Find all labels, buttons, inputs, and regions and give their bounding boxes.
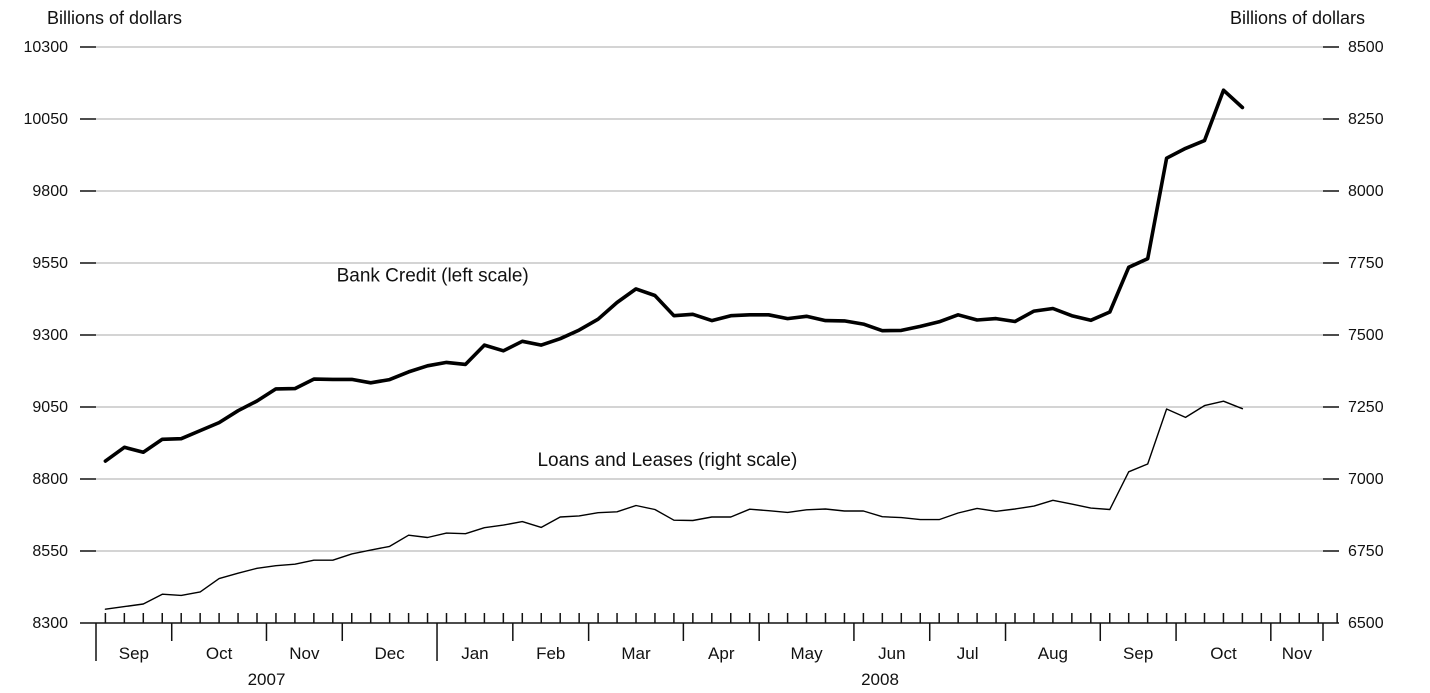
left-tick-label: 10300: [24, 39, 69, 56]
axes: 8300 6500 8550 6750 8800 7000 9050 7250 9300 7500…: [24, 39, 1384, 689]
right-tick-label: 8250: [1348, 111, 1384, 128]
year-label: 2007: [248, 670, 286, 689]
left-tick-label: 8300: [32, 615, 68, 632]
month-tick-label: Nov: [1282, 644, 1313, 663]
gridlines: [96, 46, 1323, 552]
right-axis-label: Billions of dollars: [1230, 8, 1365, 28]
month-tick-label: Jul: [957, 644, 979, 663]
month-tick-label: Jun: [878, 644, 905, 663]
left-tick-label: 9300: [32, 327, 68, 344]
left-tick-label: 9050: [32, 399, 68, 416]
right-tick-label: 8500: [1348, 39, 1384, 56]
bank-credit-line: [103, 88, 1245, 463]
right-tick-label: 6500: [1348, 615, 1384, 632]
right-tick-label: 8000: [1348, 183, 1384, 200]
month-tick-label: Oct: [206, 644, 233, 663]
month-tick-label: Nov: [289, 644, 320, 663]
left-tick-label: 9550: [32, 255, 68, 272]
month-tick-label: Feb: [536, 644, 565, 663]
left-tick-label: 8550: [32, 543, 68, 560]
month-tick-label: Aug: [1038, 644, 1068, 663]
series: Bank Credit (left scale) Loans and Leases…: [103, 88, 1245, 610]
right-tick-label: 7750: [1348, 255, 1384, 272]
right-tick-label: 7250: [1348, 399, 1384, 416]
month-tick-label: Dec: [375, 644, 406, 663]
right-tick-label: 6750: [1348, 543, 1384, 560]
month-tick-label: Oct: [1210, 644, 1237, 663]
loans-and-leases-label: Loans and Leases (right scale): [537, 450, 797, 471]
month-tick-label: May: [790, 644, 823, 663]
month-tick-label: Apr: [708, 644, 735, 663]
month-tick-label: Jan: [461, 644, 488, 663]
bank-credit-label: Bank Credit (left scale): [337, 266, 529, 287]
month-tick-label: Sep: [1123, 644, 1153, 663]
year-label: 2008: [861, 670, 899, 689]
month-tick-label: Mar: [621, 644, 651, 663]
left-tick-label: 10050: [24, 111, 69, 128]
left-axis-label: Billions of dollars: [47, 8, 182, 28]
right-tick-label: 7000: [1348, 471, 1384, 488]
loans-and-leases-line: [104, 400, 1244, 610]
left-tick-label: 8800: [32, 471, 68, 488]
left-tick-label: 9800: [32, 183, 68, 200]
month-tick-label: Sep: [119, 644, 149, 663]
right-tick-label: 7500: [1348, 327, 1384, 344]
